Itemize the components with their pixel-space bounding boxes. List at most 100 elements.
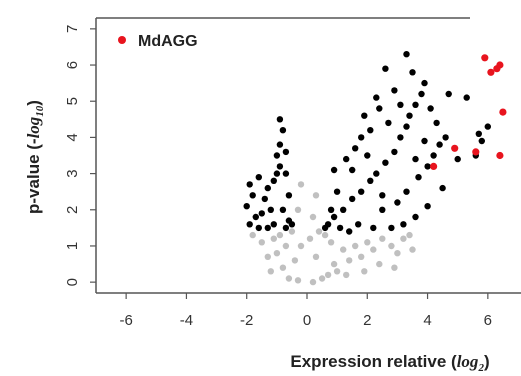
significant-point bbox=[439, 184, 446, 192]
significant-point bbox=[367, 177, 374, 184]
x-tick-label: -6 bbox=[119, 312, 132, 329]
non-significant-point bbox=[285, 275, 293, 282]
significant-point bbox=[421, 79, 428, 87]
significant-point bbox=[261, 195, 268, 203]
mdagg-point bbox=[496, 151, 504, 160]
y-axis-title: p-value (-log10) bbox=[24, 100, 46, 214]
y-tick-label: 3 bbox=[64, 169, 81, 177]
non-significant-point bbox=[309, 213, 317, 221]
y-tick-label: 7 bbox=[64, 25, 81, 33]
y-tick-label: 6 bbox=[64, 61, 81, 69]
non-significant-point bbox=[276, 231, 284, 239]
significant-point bbox=[336, 224, 344, 232]
y-tick-label: 5 bbox=[64, 97, 81, 105]
significant-point bbox=[409, 69, 416, 76]
non-significant-point bbox=[391, 264, 398, 271]
x-tick-label: 6 bbox=[484, 312, 492, 329]
significant-point bbox=[327, 206, 335, 213]
significant-point bbox=[352, 145, 359, 152]
significant-point bbox=[276, 116, 284, 123]
non-significant-point bbox=[406, 231, 413, 239]
significant-point bbox=[424, 163, 431, 170]
significant-point bbox=[418, 90, 425, 98]
significant-point bbox=[379, 192, 386, 199]
significant-point bbox=[415, 174, 422, 181]
non-significant-point bbox=[321, 231, 329, 239]
significant-point bbox=[255, 224, 262, 232]
non-significant-point bbox=[315, 228, 323, 235]
significant-point bbox=[349, 195, 356, 203]
mdagg-point bbox=[430, 162, 438, 170]
significant-point bbox=[373, 170, 380, 177]
significant-point bbox=[282, 148, 290, 156]
significant-point bbox=[246, 181, 253, 188]
significant-point bbox=[276, 163, 284, 170]
significant-point bbox=[397, 101, 404, 109]
significant-point bbox=[273, 170, 281, 177]
significant-point bbox=[478, 137, 485, 145]
non-significant-point bbox=[312, 192, 320, 199]
y-tick-label: 0 bbox=[64, 278, 81, 286]
significant-point bbox=[364, 152, 371, 159]
significant-point bbox=[475, 130, 482, 137]
non-significant-point bbox=[379, 235, 386, 242]
mdagg-point bbox=[451, 144, 459, 152]
significant-point bbox=[436, 141, 443, 148]
x-tick-label: 4 bbox=[423, 312, 431, 329]
non-significant-point bbox=[358, 253, 365, 260]
x-tick-label: 2 bbox=[363, 312, 371, 329]
significant-point bbox=[376, 105, 383, 112]
x-axis-title: Expression relative (log2) bbox=[290, 352, 489, 374]
significant-point bbox=[397, 134, 404, 141]
non-significant-point bbox=[273, 250, 281, 257]
significant-point bbox=[252, 213, 259, 221]
significant-point bbox=[273, 152, 281, 159]
significant-point bbox=[333, 188, 341, 195]
significant-point bbox=[276, 141, 284, 148]
significant-point bbox=[484, 123, 491, 130]
x-tick-label: -4 bbox=[180, 312, 193, 329]
significant-point bbox=[361, 112, 368, 119]
significant-point bbox=[282, 170, 290, 177]
significant-point bbox=[373, 94, 380, 101]
significant-point bbox=[406, 112, 413, 119]
non-significant-point bbox=[400, 235, 407, 242]
significant-point bbox=[346, 228, 353, 235]
non-significant-point bbox=[258, 239, 265, 246]
non-significant-point bbox=[267, 268, 274, 275]
significant-point bbox=[454, 155, 461, 163]
non-significant-point bbox=[309, 278, 317, 286]
significant-point bbox=[340, 206, 347, 213]
significant-point bbox=[463, 94, 470, 101]
non-significant-point bbox=[282, 242, 290, 250]
y-tick-label: 1 bbox=[64, 242, 81, 250]
significant-point bbox=[412, 213, 419, 221]
significant-point bbox=[388, 224, 395, 232]
significant-point bbox=[412, 155, 419, 163]
non-significant-point bbox=[264, 253, 271, 260]
mdagg-point bbox=[487, 68, 495, 76]
non-significant-point bbox=[291, 257, 299, 264]
non-significant-point bbox=[333, 268, 341, 275]
significant-point bbox=[358, 134, 365, 141]
significant-point bbox=[427, 105, 434, 112]
mdagg-point bbox=[472, 148, 480, 156]
significant-point bbox=[403, 51, 410, 58]
non-significant-point bbox=[270, 235, 277, 242]
non-significant-point bbox=[352, 242, 359, 250]
non-significant-point bbox=[297, 242, 305, 250]
y-tick-label: 2 bbox=[64, 206, 81, 214]
significant-point bbox=[382, 65, 389, 72]
significant-point bbox=[270, 221, 277, 228]
significant-point bbox=[285, 192, 293, 199]
data-points bbox=[243, 51, 507, 286]
x-axis-ticks: -6 -4 -2 0 2 4 6 bbox=[119, 293, 492, 329]
non-significant-point bbox=[297, 181, 305, 188]
significant-point bbox=[400, 221, 407, 228]
x-tick-label: 0 bbox=[303, 312, 311, 329]
significant-point bbox=[367, 127, 374, 134]
significant-point bbox=[279, 127, 287, 134]
non-significant-point bbox=[388, 242, 395, 250]
significant-point bbox=[282, 224, 290, 232]
